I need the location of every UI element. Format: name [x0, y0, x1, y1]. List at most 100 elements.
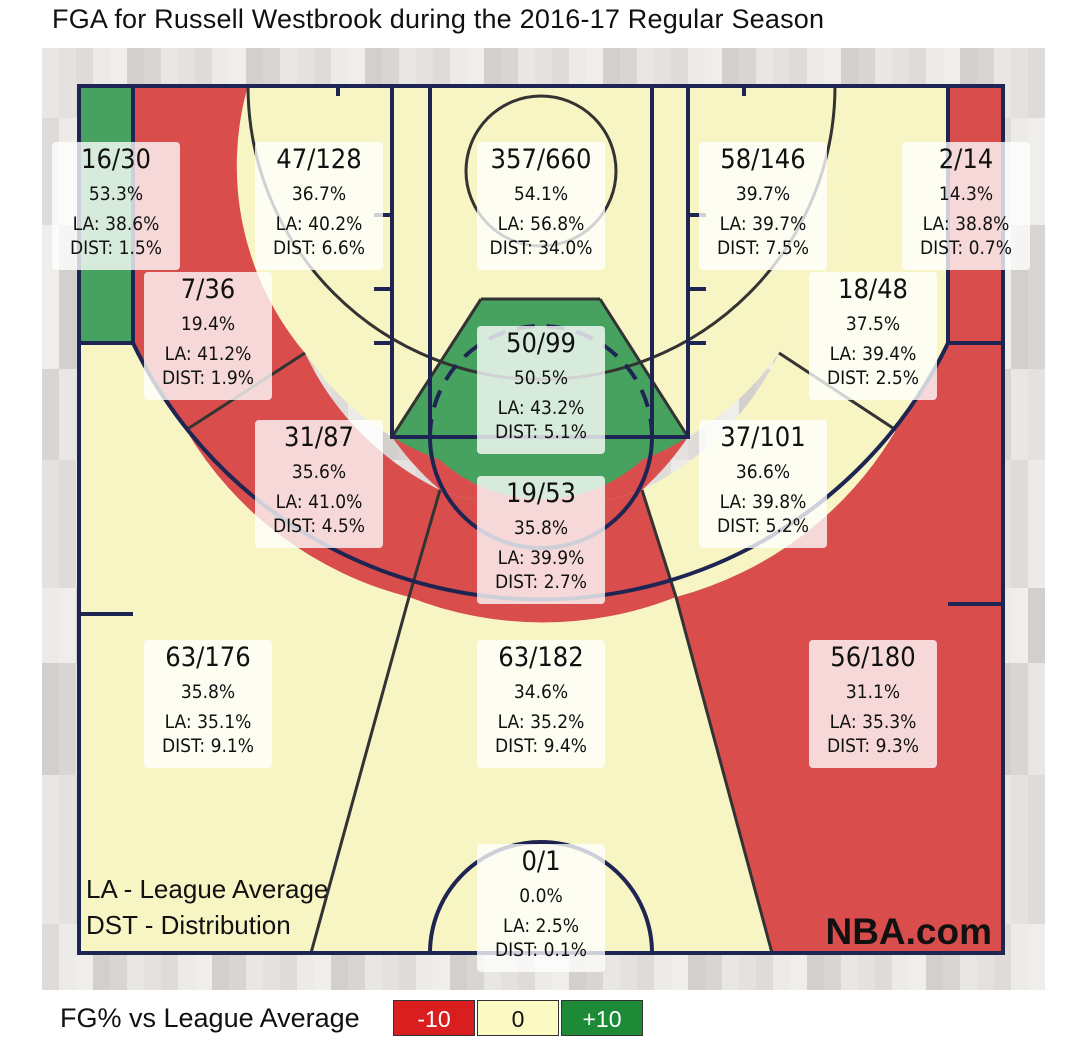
zone-label-top-key-3: 63/182 34.6% LA: 35.2%DIST: 9.4% — [477, 640, 605, 768]
zone-fg-pct: 35.8% — [181, 681, 235, 703]
zone-distribution: DIST: 1.9% — [162, 367, 254, 389]
zone-label-right-wing-3: 56/180 31.1% LA: 35.3%DIST: 9.3% — [809, 640, 937, 768]
zone-fgm-fga: 56/180 — [830, 642, 915, 673]
key-note-la: LA - League Average — [86, 874, 328, 904]
zone-label-left-corner-3: 16/30 53.3% LA: 38.6%DIST: 1.5% — [52, 142, 180, 270]
zone-fill-top-key-3 — [311, 597, 772, 953]
zone-fgm-fga: 63/182 — [498, 642, 583, 673]
zone-distribution: DIST: 34.0% — [490, 237, 593, 259]
zone-label-box — [809, 272, 937, 400]
zone-fgm-fga: 18/48 — [838, 274, 908, 305]
zone-fgm-fga: 31/87 — [284, 422, 354, 453]
zone-fg-pct: 37.5% — [846, 313, 900, 335]
zone-fg-pct: 34.6% — [514, 681, 568, 703]
zone-fg-pct: 19.4% — [181, 313, 235, 335]
zone-distribution: DIST: 0.1% — [495, 939, 587, 961]
zone-fgm-fga: 7/36 — [181, 274, 236, 305]
zone-league-average: LA: 39.8% — [720, 491, 807, 513]
zone-league-average: LA: 39.4% — [830, 343, 917, 365]
zone-label-box — [52, 142, 180, 270]
zone-fg-pct: 14.3% — [939, 183, 993, 205]
zone-distribution: DIST: 0.7% — [920, 237, 1012, 259]
zone-league-average: LA: 38.8% — [923, 213, 1010, 235]
zone-fgm-fga: 47/128 — [276, 144, 361, 175]
zone-fgm-fga: 0/1 — [521, 846, 560, 877]
zone-distribution: DIST: 2.7% — [495, 571, 587, 593]
legend-title: FG% vs League Average — [60, 1003, 360, 1033]
zone-label-box — [477, 326, 605, 454]
zone-fgm-fga: 19/53 — [506, 478, 576, 509]
zone-label-right-baseline-long-mid: 18/48 37.5% LA: 39.4%DIST: 2.5% — [809, 272, 937, 400]
zone-label-right-baseline-mid: 58/146 39.7% LA: 39.7%DIST: 7.5% — [699, 142, 827, 270]
zone-label-restricted-area: 357/660 54.1% LA: 56.8%DIST: 34.0% — [477, 142, 605, 270]
legend-item-2: +10 — [561, 1000, 643, 1036]
zone-fgm-fga: 37/101 — [720, 422, 805, 453]
zone-league-average: LA: 41.0% — [276, 491, 363, 513]
zone-distribution: DIST: 2.5% — [827, 367, 919, 389]
zone-fgm-fga: 357/660 — [491, 144, 592, 175]
key-note-dst: DST - Distribution — [86, 910, 291, 940]
zone-distribution: DIST: 4.5% — [273, 515, 365, 537]
zone-league-average: LA: 56.8% — [498, 213, 585, 235]
zone-league-average: LA: 43.2% — [498, 397, 585, 419]
zone-label-box — [477, 476, 605, 604]
nba-watermark: NBA.com — [825, 911, 992, 952]
zone-label-box — [699, 142, 827, 270]
zone-label-box — [902, 142, 1030, 270]
zone-label-box — [699, 420, 827, 548]
zone-fgm-fga: 58/146 — [720, 144, 805, 175]
zone-fg-pct: 54.1% — [514, 183, 568, 205]
zone-fg-pct: 50.5% — [514, 367, 568, 389]
legend-item-1: 0 — [477, 1000, 559, 1036]
zone-fg-pct: 39.7% — [736, 183, 790, 205]
zone-distribution: DIST: 5.2% — [717, 515, 809, 537]
zone-league-average: LA: 39.9% — [498, 547, 585, 569]
zone-fg-pct: 36.7% — [292, 183, 346, 205]
zone-label-box — [255, 420, 383, 548]
zone-label-left-baseline-long-mid: 7/36 19.4% LA: 41.2%DIST: 1.9% — [144, 272, 272, 400]
zone-fg-pct: 53.3% — [89, 183, 143, 205]
zone-distribution: DIST: 1.5% — [70, 237, 162, 259]
zone-label-box — [144, 272, 272, 400]
zone-label-box — [477, 844, 605, 972]
zone-label-backcourt: 0/1 0.0% LA: 2.5%DIST: 0.1% — [477, 844, 605, 972]
zone-league-average: LA: 38.6% — [73, 213, 160, 235]
zone-label-left-wing-3: 63/176 35.8% LA: 35.1%DIST: 9.1% — [144, 640, 272, 768]
zone-label-left-wing-long-mid: 31/87 35.6% LA: 41.0%DIST: 4.5% — [255, 420, 383, 548]
zone-label-box — [255, 142, 383, 270]
zone-label-box — [144, 640, 272, 768]
zone-label-paint-non-ra: 50/99 50.5% LA: 43.2%DIST: 5.1% — [477, 326, 605, 454]
zone-league-average: LA: 35.2% — [498, 711, 585, 733]
zone-distribution: DIST: 6.6% — [273, 237, 365, 259]
zone-label-box — [477, 640, 605, 768]
zone-distribution: DIST: 9.3% — [827, 735, 919, 757]
zone-fgm-fga: 2/14 — [939, 144, 994, 175]
zone-fg-pct: 31.1% — [846, 681, 900, 703]
zone-league-average: LA: 2.5% — [503, 915, 579, 937]
zone-fgm-fga: 16/30 — [81, 144, 151, 175]
zone-label-box — [809, 640, 937, 768]
zone-fgm-fga: 63/176 — [165, 642, 250, 673]
zone-league-average: LA: 35.1% — [165, 711, 252, 733]
zone-label-right-wing-long-mid: 37/101 36.6% LA: 39.8%DIST: 5.2% — [699, 420, 827, 548]
zone-fg-pct: 35.8% — [514, 517, 568, 539]
zone-label-box — [477, 142, 605, 270]
zone-distribution: DIST: 5.1% — [495, 421, 587, 443]
zone-league-average: LA: 35.3% — [830, 711, 917, 733]
shot-chart-court: NBA.com LA - League Average DST - Distri… — [42, 48, 1045, 990]
zone-league-average: LA: 40.2% — [276, 213, 363, 235]
zone-label-left-baseline-mid: 47/128 36.7% LA: 40.2%DIST: 6.6% — [255, 142, 383, 270]
zone-fg-pct: 35.6% — [292, 461, 346, 483]
zone-labels: 16/30 53.3% LA: 38.6%DIST: 1.5% 47/128 36.7%… — [52, 142, 1030, 972]
legend-item-0: -10 — [393, 1000, 475, 1036]
zone-label-top-key-long-mid: 19/53 35.8% LA: 39.9%DIST: 2.7% — [477, 476, 605, 604]
zone-fg-pct: 0.0% — [519, 885, 562, 907]
zone-league-average: LA: 39.7% — [720, 213, 807, 235]
zone-fgm-fga: 50/99 — [506, 328, 576, 359]
zone-distribution: DIST: 9.1% — [162, 735, 254, 757]
zone-league-average: LA: 41.2% — [165, 343, 252, 365]
zone-fg-pct: 36.6% — [736, 461, 790, 483]
zone-distribution: DIST: 7.5% — [717, 237, 809, 259]
chart-title: FGA for Russell Westbrook during the 201… — [52, 4, 825, 34]
zone-label-right-corner-3: 2/14 14.3% LA: 38.8%DIST: 0.7% — [902, 142, 1030, 270]
